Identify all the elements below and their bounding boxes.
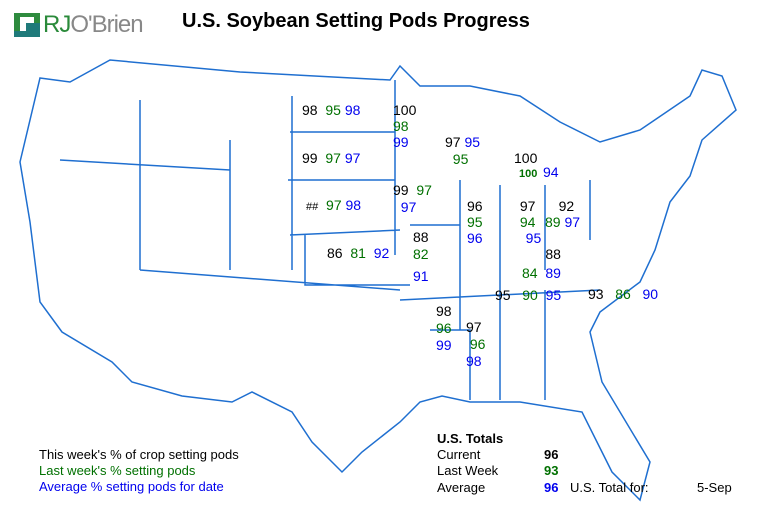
totals-average: 96: [544, 480, 559, 495]
totals-current-label: Current: [437, 447, 481, 462]
totals-average-label: Average: [437, 480, 486, 495]
legend-current: This week's % of crop setting pods: [39, 447, 239, 462]
state-mo: 88 82 91: [413, 229, 429, 284]
page-title: U.S. Soybean Setting Pods Progress: [182, 10, 530, 32]
legend: This week's % of crop setting pods Last …: [39, 447, 239, 495]
state-sd: 99 97 97: [302, 150, 361, 166]
totals-date-label: U.S. Total for:: [570, 480, 649, 495]
totals-heading: U.S. Totals: [437, 431, 504, 446]
totals-date: 5-Sep: [697, 480, 732, 495]
state-ar: 98 96 99: [436, 303, 452, 353]
state-mi-average: 94: [543, 164, 559, 180]
state-wi: 97 95 95: [445, 134, 481, 167]
state-nc: 93 86 90: [588, 286, 659, 302]
rjobrien-logo: RJO'Brien: [14, 11, 144, 39]
state-ky: 88 84 89: [522, 246, 561, 281]
state-mi-last-week: 100: [519, 168, 538, 180]
state-mn: 100 98 99: [393, 102, 417, 150]
state-nd: 98 95 98: [302, 102, 361, 118]
state-mi: 100: [514, 150, 538, 166]
state-ks: 86 81 92: [327, 245, 390, 261]
totals-last-week-label: Last Week: [437, 463, 499, 478]
totals-last-week: 93: [544, 463, 559, 478]
state-ne: ## 97 98: [306, 197, 362, 213]
state-ia: 99 97 97: [393, 182, 432, 215]
state-in: 97 94 95: [519, 198, 542, 246]
state-oh: 92 89 97: [545, 198, 581, 230]
state-tn: 95 90 95: [495, 287, 562, 303]
state-il: 96 95 96: [467, 198, 483, 246]
legend-average: Average % setting pods for date: [39, 479, 224, 494]
state-ms: 97 96 98: [466, 319, 486, 369]
legend-last-week: Last week's % setting pods: [39, 463, 196, 478]
totals-current: 96: [544, 447, 559, 462]
logo-mark-icon: [14, 13, 40, 37]
